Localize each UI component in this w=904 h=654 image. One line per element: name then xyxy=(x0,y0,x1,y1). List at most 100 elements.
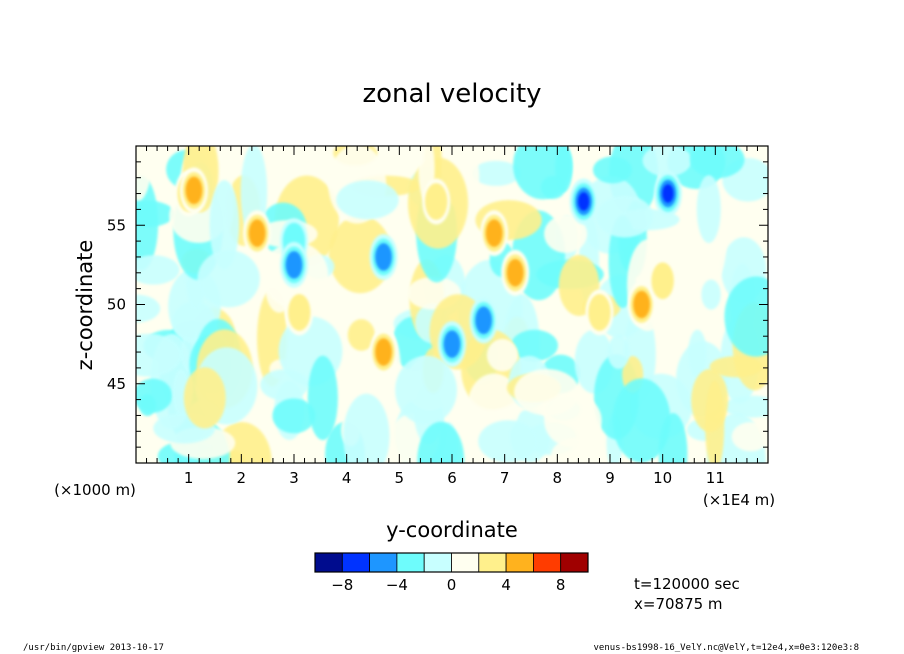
field-cell xyxy=(136,378,173,413)
field-cell xyxy=(592,156,632,184)
field-cell xyxy=(347,319,375,351)
field-cell xyxy=(136,333,182,377)
extremum-contour xyxy=(443,330,461,358)
x-tick-label: 6 xyxy=(447,469,457,487)
extremum-contour xyxy=(588,294,611,331)
x-axis-label: y-coordinate xyxy=(386,518,518,542)
x-tick-label: 3 xyxy=(289,469,299,487)
y-tick-label: 45 xyxy=(107,375,126,393)
field-cell xyxy=(472,160,521,186)
colorbar-swatch xyxy=(369,552,398,573)
field-cell xyxy=(417,421,465,463)
field-cell xyxy=(724,276,768,357)
colorbar-tick-label: −4 xyxy=(386,576,408,594)
colorbar-tick-label: 4 xyxy=(501,576,511,594)
x-tick-label: 4 xyxy=(342,469,352,487)
extremum-contour xyxy=(185,176,203,205)
extremum-contour xyxy=(248,219,266,247)
extremum-contour xyxy=(651,262,674,300)
extremum-contour xyxy=(425,183,448,220)
footer-left: /usr/bin/gpview 2013-10-17 xyxy=(23,643,164,653)
colorbar-swatch xyxy=(560,552,589,573)
field-cell xyxy=(642,146,692,177)
x-tick-label: 8 xyxy=(553,469,563,487)
y-tick-label: 55 xyxy=(107,216,126,234)
y-axis-unit: (×1000 m) xyxy=(54,481,136,499)
field-cell xyxy=(343,393,390,463)
field-cell xyxy=(701,279,721,310)
y-axis-label: z-coordinate xyxy=(73,240,97,371)
field-cell xyxy=(136,146,153,201)
extremum-contour xyxy=(475,306,492,335)
x-tick-label: 1 xyxy=(184,469,194,487)
extremum-contour xyxy=(485,219,503,247)
x-tick-label: 11 xyxy=(706,469,725,487)
extremum-contour xyxy=(633,290,650,319)
field-cell xyxy=(136,200,175,228)
field-cell xyxy=(209,180,240,270)
colorbar-tick-label: 0 xyxy=(447,576,457,594)
extremum-contour xyxy=(288,294,311,331)
field-cell xyxy=(307,355,338,441)
chart-title: zonal velocity xyxy=(362,79,541,109)
x-axis-unit: (×1E4 m) xyxy=(703,491,775,509)
field-cell xyxy=(183,367,226,429)
field-cell xyxy=(612,378,671,463)
time-annotation: t=120000 sec xyxy=(634,575,740,593)
field-cell xyxy=(478,420,539,463)
extremum-contour xyxy=(506,259,524,287)
position-annotation: x=70875 m xyxy=(634,595,723,613)
colorbar-swatch xyxy=(451,552,480,573)
field-cell xyxy=(136,294,161,323)
colorbar-swatch xyxy=(533,552,562,573)
field-cell xyxy=(486,338,519,372)
field-cell xyxy=(136,255,180,285)
colorbar-frame xyxy=(314,552,589,573)
field-cell xyxy=(689,146,745,179)
velocity-extrema xyxy=(174,167,682,376)
field-cell xyxy=(395,355,457,425)
field-cell xyxy=(607,334,630,369)
field-cell xyxy=(691,368,729,432)
extremum-contour xyxy=(578,192,590,211)
field-cell xyxy=(723,395,768,418)
colorbar-swatch xyxy=(396,552,425,573)
x-axis: 1 2 3 4 5 6 7 8 9 10 11 xyxy=(135,146,769,487)
colorbar: −8 −4 0 4 8 xyxy=(314,552,589,594)
x-tick-label: 10 xyxy=(653,469,672,487)
extremum-contour xyxy=(375,243,392,271)
field-cell xyxy=(696,175,721,244)
field-cell xyxy=(272,398,316,434)
field-cell xyxy=(197,250,260,308)
colorbar-swatch xyxy=(314,552,343,573)
colorbar-swatch xyxy=(505,552,534,573)
y-tick-label: 50 xyxy=(107,296,126,314)
x-tick-label: 9 xyxy=(605,469,615,487)
field-cell xyxy=(688,329,707,378)
field-cell xyxy=(336,180,399,220)
y-axis: 45 50 55 xyxy=(107,145,768,464)
field-cell xyxy=(514,369,580,416)
x-tick-label: 5 xyxy=(395,469,405,487)
colorbar-swatch xyxy=(423,552,452,573)
field-cell xyxy=(544,215,588,253)
x-tick-label: 7 xyxy=(500,469,510,487)
field-cell xyxy=(510,329,558,362)
extremum-contour xyxy=(375,338,392,366)
field-cell xyxy=(260,369,309,401)
colorbar-tick-label: 8 xyxy=(556,576,566,594)
extremum-contour xyxy=(285,251,303,279)
footer-right: venus-bs1998-16_VelY.nc@VelY,t=12e4,x=0e… xyxy=(593,643,859,653)
field-cell xyxy=(513,146,573,200)
velocity-field xyxy=(136,146,768,463)
colorbar-swatch xyxy=(341,552,370,573)
x-tick-label: 2 xyxy=(237,469,247,487)
plot-area xyxy=(136,146,768,463)
field-cell xyxy=(596,195,654,238)
colorbar-swatch xyxy=(478,552,507,573)
field-cell xyxy=(731,422,768,452)
colorbar-tick-label: −8 xyxy=(331,576,353,594)
extremum-contour xyxy=(662,184,674,203)
field-cell xyxy=(658,412,688,463)
